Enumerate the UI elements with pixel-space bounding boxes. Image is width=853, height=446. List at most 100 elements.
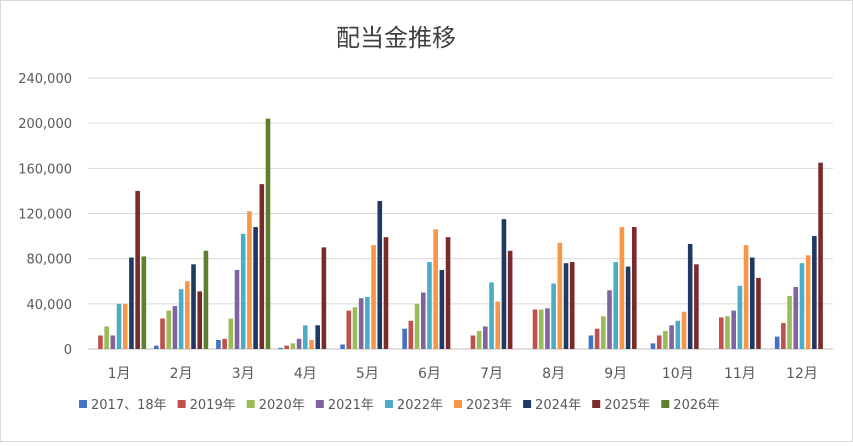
- x-axis: 1月 2月 3月 4月 5月 6月 7月 8月 9月 10月 11月 12月: [108, 366, 818, 382]
- bar: [805, 255, 811, 349]
- bar: [414, 303, 420, 349]
- bar: [532, 309, 538, 349]
- bar: [619, 227, 625, 349]
- bar: [110, 335, 116, 349]
- bar: [737, 285, 743, 349]
- bar: [489, 282, 494, 349]
- legend-item: 2019年: [177, 398, 236, 413]
- y-tick-label: 120,000: [18, 208, 72, 223]
- bar: [383, 237, 389, 349]
- legend-swatch: [177, 400, 186, 408]
- x-tick-label: 10月: [662, 366, 694, 382]
- x-tick-label: 7月: [480, 366, 503, 382]
- bar: [569, 262, 575, 349]
- bar: [781, 323, 786, 349]
- bar: [166, 310, 172, 349]
- bar: [191, 264, 196, 349]
- bar: [787, 295, 792, 349]
- x-tick-label: 12月: [786, 366, 818, 382]
- bar: [377, 201, 383, 349]
- x-tick-label: 9月: [604, 366, 627, 382]
- bar: [203, 250, 209, 349]
- bar: [656, 335, 662, 349]
- legend-item: 2025年: [592, 398, 650, 413]
- bar: [538, 309, 544, 349]
- bar: [240, 233, 246, 349]
- bar: [551, 283, 556, 349]
- bar: [495, 301, 501, 349]
- bar: [799, 263, 805, 349]
- bar: [756, 277, 761, 349]
- legend-label: 2026年: [673, 398, 719, 413]
- legend-label: 2021年: [328, 398, 374, 413]
- bar: [718, 317, 724, 349]
- bar: [352, 307, 358, 349]
- bar: [222, 338, 227, 349]
- legend-item: 2023年: [454, 398, 512, 413]
- bar: [812, 236, 817, 349]
- legend-item: 2020年: [246, 398, 305, 413]
- bar: [141, 256, 147, 349]
- bar: [818, 162, 823, 349]
- bar: [228, 318, 234, 349]
- x-tick-label: 5月: [356, 366, 379, 382]
- x-tick-label: 3月: [232, 366, 255, 382]
- y-tick-label: 40,000: [27, 298, 73, 313]
- bar: [346, 310, 352, 349]
- bar: [284, 345, 289, 349]
- bar: [160, 318, 165, 349]
- bar: [439, 269, 445, 349]
- bar: [178, 289, 184, 349]
- bar: [507, 250, 513, 349]
- bar: [302, 325, 308, 349]
- legend-label: 2024年: [535, 398, 581, 413]
- legend-swatch: [384, 400, 393, 408]
- bar: [694, 264, 699, 349]
- x-tick-label: 4月: [294, 366, 317, 382]
- bar: [557, 242, 563, 349]
- bars: [98, 118, 823, 350]
- bar: [129, 257, 134, 349]
- legend-swatch: [523, 400, 532, 408]
- legend-label: 2022年: [397, 398, 443, 413]
- bar: [154, 345, 159, 349]
- bar: [371, 245, 376, 349]
- bar: [545, 308, 550, 349]
- legend-item: 2022年: [384, 398, 443, 413]
- legend-label: 2020年: [259, 398, 305, 413]
- x-tick-label: 2月: [170, 366, 193, 382]
- legend-item: 2017、18年: [79, 398, 167, 413]
- y-tick-label: 200,000: [18, 117, 72, 132]
- bar: [420, 292, 426, 349]
- bar: [321, 247, 327, 350]
- legend-label: 2025年: [604, 398, 650, 413]
- bar: [253, 227, 258, 349]
- bar: [116, 303, 122, 349]
- bar: [663, 330, 668, 349]
- bar: [588, 335, 594, 349]
- bar: [172, 306, 178, 349]
- bar: [476, 330, 482, 349]
- legend-swatch: [454, 400, 463, 408]
- bar: [104, 326, 109, 349]
- legend-item: 2024年: [523, 398, 581, 413]
- bar: [315, 325, 320, 349]
- chart-title: 配当金推移: [336, 24, 456, 52]
- bar: [365, 297, 370, 349]
- bar: [122, 303, 128, 349]
- y-tick-label: 240,000: [18, 72, 72, 87]
- bar: [632, 227, 637, 349]
- bar: [675, 320, 681, 349]
- legend-item: 2026年: [661, 398, 719, 413]
- y-tick-label: 160,000: [18, 162, 72, 177]
- legend-label: 2017、18年: [91, 398, 167, 413]
- bar: [135, 190, 140, 349]
- bar: [309, 339, 314, 349]
- legend-swatch: [246, 400, 255, 408]
- y-axis: 0 40,000 80,000 120,000 160,000 200,000 240,00…: [18, 72, 72, 358]
- bar: [408, 320, 414, 349]
- bar: [601, 316, 606, 349]
- bar: [290, 343, 296, 349]
